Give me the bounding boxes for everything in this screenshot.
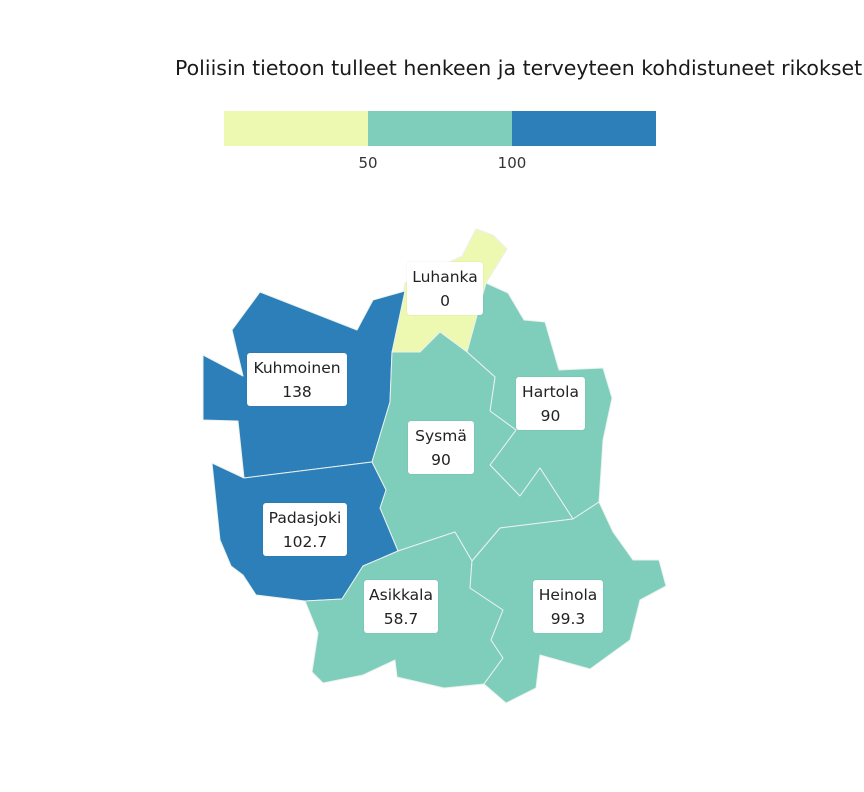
legend-bin-high: [512, 111, 656, 146]
label-sysma-name: Sysmä: [415, 427, 467, 445]
label-padasjoki-name: Padasjoki: [268, 509, 342, 527]
label-heinola: Heinola 99.3: [533, 580, 603, 633]
legend-tick-100: 100: [497, 154, 527, 172]
map-title: Poliisin tietoon tulleet henkeen ja terv…: [175, 56, 863, 80]
label-heinola-value: 99.3: [550, 610, 586, 628]
label-hartola-name: Hartola: [522, 383, 579, 401]
label-hartola: Hartola 90: [516, 377, 585, 430]
label-kuhmoinen-name: Kuhmoinen: [253, 359, 341, 377]
label-sysma: Sysmä 90: [408, 421, 474, 474]
label-sysma-value: 90: [431, 451, 451, 469]
label-luhanka: Luhanka 0: [407, 262, 483, 315]
label-heinola-name: Heinola: [538, 586, 598, 604]
legend-bin-low: [224, 111, 368, 146]
label-luhanka-value: 0: [440, 292, 450, 310]
label-hartola-value: 90: [540, 407, 561, 425]
label-asikkala: Asikkala 58.7: [364, 580, 438, 633]
label-asikkala-value: 58.7: [383, 610, 419, 628]
label-kuhmoinen-value: 138: [282, 383, 312, 401]
label-padasjoki: Padasjoki 102.7: [263, 503, 347, 556]
label-padasjoki-value: 102.7: [282, 533, 328, 551]
label-asikkala-name: Asikkala: [369, 586, 433, 604]
label-luhanka-name: Luhanka: [412, 268, 478, 286]
legend-tick-50: 50: [358, 154, 378, 172]
label-kuhmoinen: Kuhmoinen 138: [247, 353, 347, 406]
legend-bin-mid: [368, 111, 512, 146]
color-legend: [224, 111, 656, 146]
